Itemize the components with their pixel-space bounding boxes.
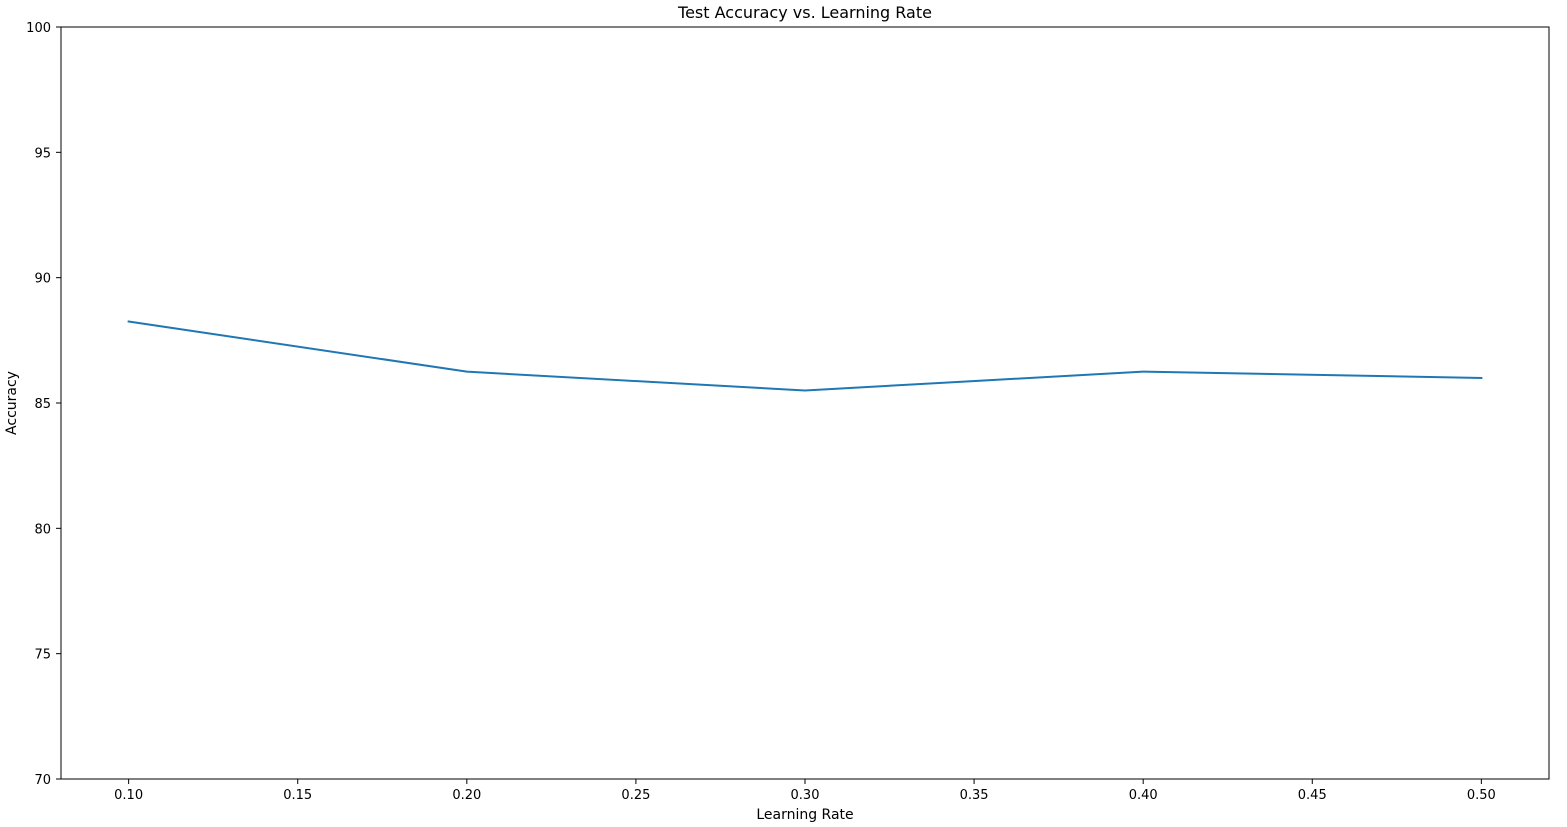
x-tick-label: 0.50 [1467,788,1496,803]
y-axis-label: Accuracy [4,371,20,435]
x-tick-label: 0.40 [1129,788,1158,803]
x-tick-label: 0.20 [452,788,481,803]
y-tick-label: 70 [34,773,51,788]
series-line [127,320,1483,392]
y-axis: 70 75 80 85 90 95 100 [26,21,61,788]
y-tick-label: 85 [34,397,51,412]
y-tick-label: 100 [26,21,51,36]
x-tick-label: 0.15 [283,788,312,803]
y-tick-label: 95 [34,146,51,161]
x-tick-label: 0.30 [791,788,820,803]
chart-title: Test Accuracy vs. Learning Rate [677,3,932,22]
series-layer [127,320,1483,392]
y-tick-label: 75 [34,648,51,663]
x-axis-label: Learning Rate [756,807,853,823]
x-tick-label: 0.35 [960,788,989,803]
x-axis: 0.10 0.15 0.20 0.25 0.30 0.35 0.40 0.45 0.50 [114,779,1496,803]
x-tick-label: 0.25 [621,788,650,803]
plot-area-frame [60,26,1550,780]
y-tick-label: 90 [34,272,51,287]
y-tick-label: 80 [34,522,51,537]
x-tick-label: 0.10 [114,788,143,803]
x-tick-label: 0.45 [1298,788,1327,803]
